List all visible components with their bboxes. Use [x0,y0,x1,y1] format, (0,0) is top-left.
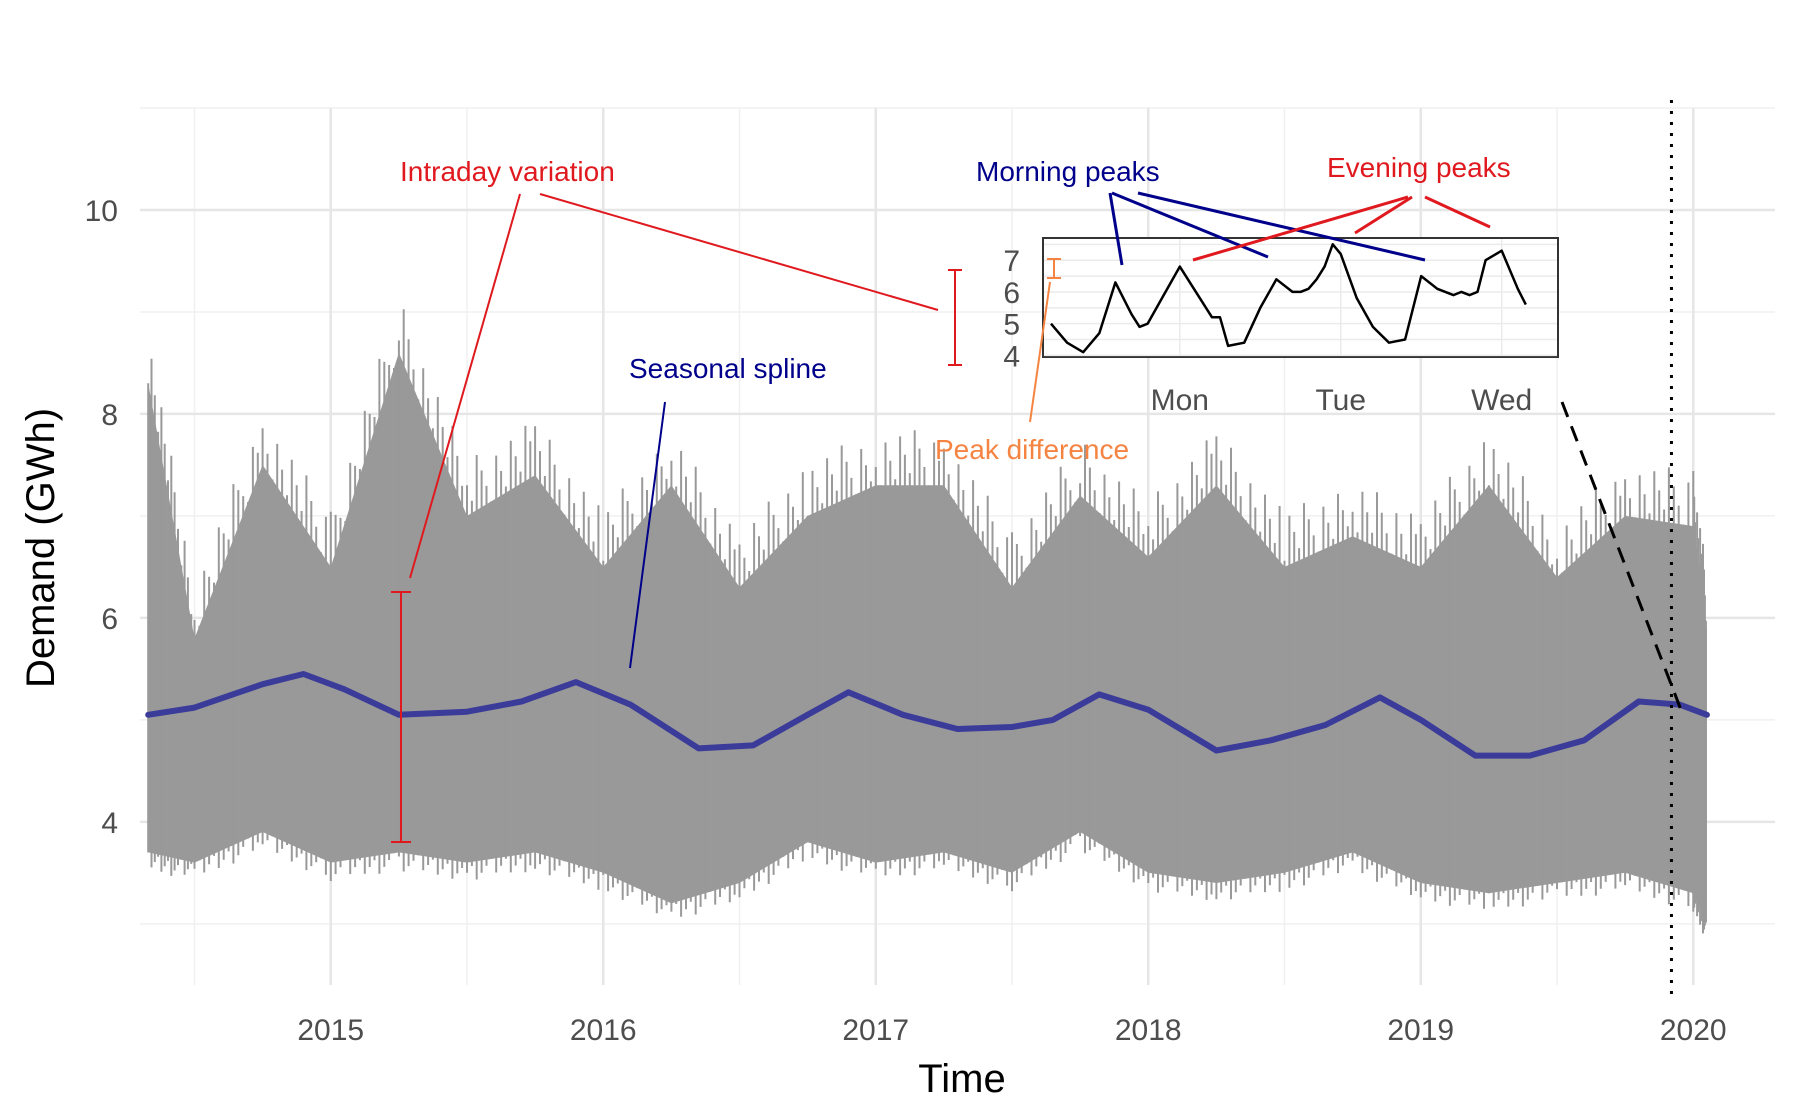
morning-leader-3 [1137,191,1426,262]
inset-x-tick-label: Mon [1151,384,1209,417]
seasonal-spline-line [145,671,1710,759]
evening-leader-1 [1192,195,1409,262]
x-tick-label: 2019 [1387,1014,1454,1047]
x-axis-ticks: 2015 2016 2017 2018 2019 2020 [297,1014,1726,1047]
annotation-evening-peaks: Evening peaks [1327,152,1511,183]
seasonal-spline-series [145,671,1710,759]
x-tick-label: 2020 [1660,1014,1727,1047]
demand-envelope [148,352,1707,924]
inset-y-tick-label: 6 [1003,277,1020,310]
inset-series [1050,243,1527,354]
demand-series [147,309,1707,934]
x-tick-label: 2017 [842,1014,909,1047]
evening-leader-2 [1354,195,1413,235]
seasonal-leader [629,401,666,669]
x-tick-label: 2018 [1115,1014,1182,1047]
annotation-leaders [391,191,1685,843]
y-tick-label: 4 [101,807,118,840]
annotation-intraday-variation: Intraday variation [400,156,615,187]
inset-x-tick-label: Wed [1471,384,1532,417]
y-tick-label: 8 [101,399,118,432]
evening-leader-3 [1424,195,1491,229]
intraday-leader-right [539,193,939,311]
annotation-morning-peaks: Morning peaks [976,156,1160,187]
peak-difference-leader [1029,281,1051,423]
y-axis-title: Demand (GWh) [19,408,63,688]
x-axis-title: Time [918,1057,1005,1101]
annotation-seasonal-spline: Seasonal spline [629,353,827,384]
x-tick-label: 2015 [297,1014,364,1047]
y-tick-label: 10 [85,195,118,228]
y-tick-label: 6 [101,603,118,636]
annotation-peak-difference: Peak difference [935,434,1129,465]
inset-y-tick-label: 4 [1003,340,1020,373]
inset-demand-line [1050,243,1527,354]
y-axis-ticks: 4 6 8 10 [85,195,118,840]
inset-x-ticks: Mon Tue Wed [1151,384,1533,417]
inset-y-tick-label: 5 [1003,309,1020,342]
inset-x-tick-label: Tue [1315,384,1366,417]
morning-leader-1 [1108,192,1124,266]
intraday-leader-left [409,193,521,579]
zoom-connector [1560,401,1685,716]
inset-frame [1042,237,1559,358]
x-tick-label: 2016 [570,1014,637,1047]
inset-y-tick-label: 7 [1003,245,1020,278]
